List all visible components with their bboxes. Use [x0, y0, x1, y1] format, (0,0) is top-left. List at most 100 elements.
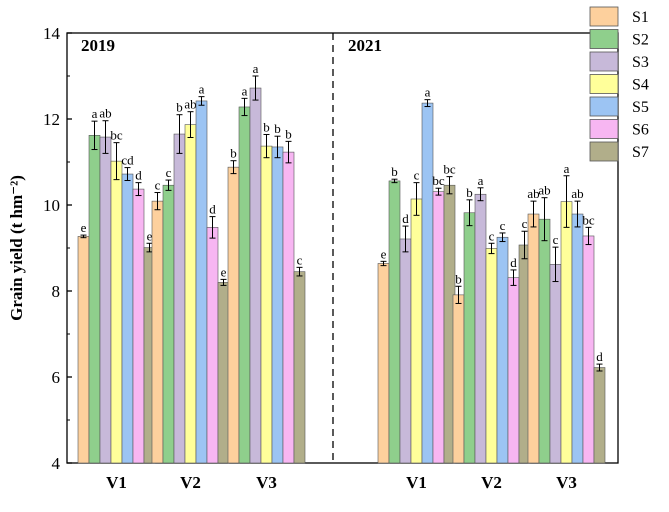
significance-letter: e	[147, 228, 153, 243]
significance-letter: b	[285, 126, 292, 141]
legend-label-s5: S5	[632, 99, 649, 116]
bar-s4	[485, 248, 498, 464]
significance-letter: c	[500, 218, 506, 233]
bar-s6	[507, 277, 520, 464]
legend-swatch-s6	[589, 119, 619, 139]
significance-letter: bc	[110, 128, 123, 143]
bar-s7	[593, 367, 606, 464]
x-group-label: V2	[180, 473, 201, 492]
significance-letter: bc	[432, 173, 445, 188]
legend: S1 S2 S3 S4 S5 S6 S7	[589, 6, 649, 162]
significance-letter: d	[135, 168, 142, 183]
y-tick-label: 4	[52, 454, 61, 473]
significance-letter: ab	[184, 97, 196, 112]
bar-s3	[549, 264, 562, 464]
bar-s1	[151, 200, 164, 464]
bar-s6	[282, 151, 295, 464]
bar-s6	[432, 191, 445, 464]
bar-s6	[582, 235, 595, 464]
significance-letter: c	[155, 178, 161, 193]
x-group-label: V3	[256, 473, 277, 492]
bar-s3	[474, 193, 487, 464]
significance-letter: c	[166, 165, 172, 180]
y-tick-label: 12	[43, 110, 60, 129]
legend-label-s7: S7	[632, 144, 649, 161]
bar-s1	[77, 236, 90, 464]
significance-letter: d	[402, 211, 409, 226]
bar-s4	[110, 160, 123, 464]
bar-s6	[206, 227, 219, 464]
y-tick-label: 6	[52, 368, 61, 387]
bar-s3	[249, 87, 262, 464]
significance-letter: c	[553, 232, 559, 247]
y-tick-label: 10	[43, 196, 60, 215]
bar-s2	[538, 218, 551, 464]
bar-s3	[399, 238, 412, 464]
significance-letter: ab	[99, 106, 111, 121]
significance-letter: b	[391, 164, 398, 179]
bar-s1	[227, 166, 240, 464]
y-axis: 4 6 8 10 12 14 Grain yield (t hm⁻²)	[7, 24, 72, 473]
significance-letter: d	[209, 202, 216, 217]
significance-letter: a	[478, 173, 484, 188]
significance-letter: e	[81, 220, 87, 235]
bar-s4	[410, 198, 423, 464]
bar-s5	[271, 146, 284, 464]
legend-swatch-s4	[589, 74, 619, 94]
significance-letter: e	[221, 264, 227, 279]
bar-s7	[217, 282, 230, 464]
bar-s6	[132, 188, 145, 464]
bar-s1	[452, 294, 465, 464]
significance-letter: d	[596, 349, 603, 364]
legend-label-s2: S2	[632, 32, 649, 49]
significance-letter: c	[297, 252, 303, 267]
significance-letter: a	[564, 161, 570, 176]
bar-s2	[388, 180, 401, 464]
bar-s5	[571, 213, 584, 464]
significance-letter: b	[466, 185, 473, 200]
legend-swatch-s7	[589, 141, 619, 162]
panel-label: 2021	[348, 36, 382, 55]
significance-letter: b	[176, 100, 183, 115]
group-labels: 2019 V1 V2 V3 2021 V1 V2 V3	[81, 36, 577, 492]
significance-letter: c	[489, 228, 495, 243]
significance-letter: a	[199, 82, 205, 97]
legend-label-s1: S1	[632, 9, 649, 26]
y-tick-label: 14	[43, 24, 61, 43]
significance-letter: c	[414, 168, 420, 183]
bar-s4	[184, 124, 197, 464]
significance-letter: b	[263, 119, 270, 134]
significance-letter: b	[274, 121, 281, 136]
significance-letter: c	[522, 216, 528, 231]
bar-s2	[238, 106, 251, 464]
bar-s5	[195, 100, 208, 464]
bar-s3	[99, 136, 112, 464]
legend-swatch-s3	[589, 51, 619, 72]
significance-letter: b	[230, 146, 237, 161]
legend-label-s6: S6	[632, 122, 649, 139]
y-tick-label: 8	[52, 282, 61, 301]
significance-letter: cd	[121, 153, 134, 168]
bar-s2	[463, 212, 476, 464]
x-group-label: V2	[481, 473, 502, 492]
legend-swatch-s5	[589, 96, 619, 117]
significance-letter: a	[92, 106, 98, 121]
bar-s4	[560, 201, 573, 464]
bar-s1	[377, 263, 390, 464]
bar-s2	[88, 135, 101, 464]
legend-swatch-s2	[589, 29, 619, 49]
significance-letter: e	[381, 246, 387, 261]
bar-s5	[421, 102, 434, 464]
y-axis-title: Grain yield (t hm⁻²)	[7, 175, 26, 321]
bar-s3	[173, 133, 186, 464]
bar-s7	[293, 271, 306, 464]
significance-letter: a	[242, 83, 248, 98]
significance-letter: ab	[527, 186, 539, 201]
legend-swatch-s1	[589, 6, 619, 27]
bar-s5	[496, 236, 509, 464]
x-group-label: V1	[406, 473, 427, 492]
significance-letter: ab	[538, 183, 550, 198]
